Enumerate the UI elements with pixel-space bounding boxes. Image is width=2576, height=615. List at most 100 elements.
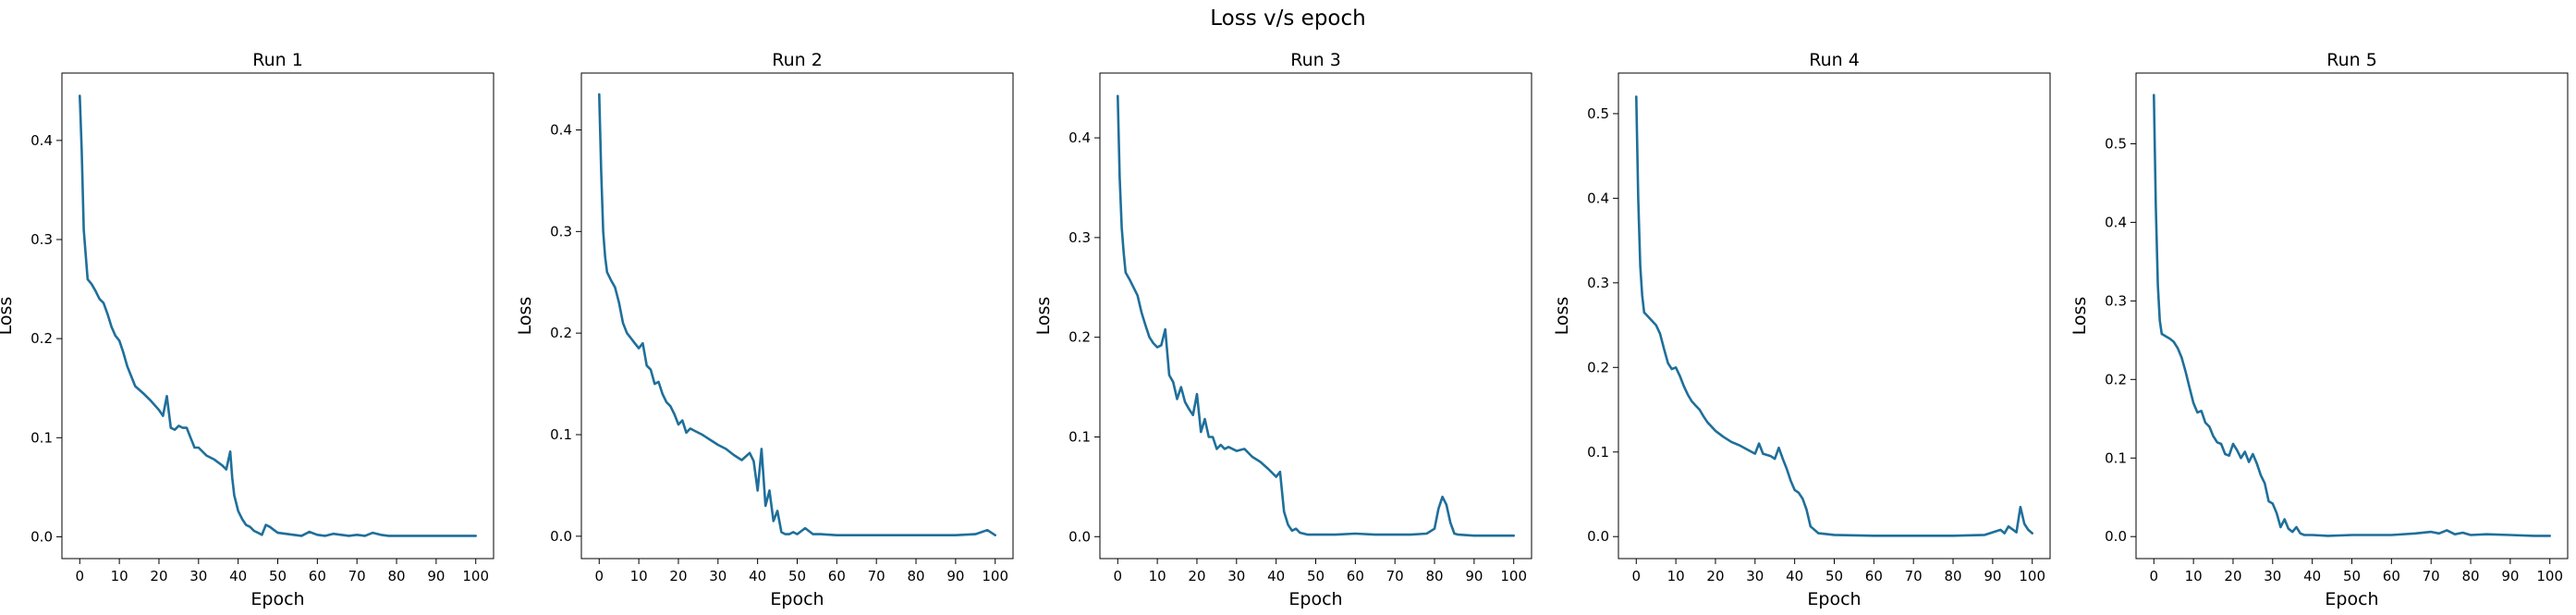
x-tick-label: 80 [2461, 568, 2479, 584]
x-tick-label: 30 [189, 568, 207, 584]
y-tick-label: 0.2 [31, 330, 53, 347]
y-tick-label: 0.0 [1068, 528, 1091, 545]
x-tick-label: 50 [788, 568, 806, 584]
x-tick-label: 100 [1500, 568, 1527, 584]
x-tick-label: 0 [76, 568, 85, 584]
y-tick-label: 0.1 [550, 426, 572, 443]
subplot-run-5: Run 5 0 10 20 30 40 50 60 70 80 90 100 0.0 0.1 0.2 0.3 0… [2069, 50, 2569, 609]
loss-series-line [1635, 95, 2033, 537]
loss-series-line [597, 92, 996, 537]
subplot-run-4: Run 4 0 10 20 30 40 50 60 70 80 90 100 0.0 0.1 0.2 0.3 0… [1552, 50, 2051, 609]
x-tick-label: 100 [2536, 568, 2563, 584]
x-tick-label: 80 [1425, 568, 1443, 584]
x-axis-label: Epoch [1807, 589, 1861, 609]
x-tick-label: 20 [2224, 568, 2241, 584]
x-tick-label: 10 [2185, 568, 2203, 584]
x-tick-label: 60 [1347, 568, 1364, 584]
x-tick-label: 10 [111, 568, 128, 584]
x-tick-label: 70 [868, 568, 885, 584]
y-tick-label: 0.5 [1587, 105, 1609, 122]
y-tick-label: 0.2 [1587, 359, 1609, 375]
x-tick-label: 100 [2019, 568, 2045, 584]
y-tick-label: 0.2 [2105, 371, 2127, 387]
x-axis-label: Epoch [770, 589, 824, 609]
x-tick-label: 70 [348, 568, 366, 584]
x-axis-label: Epoch [250, 589, 304, 609]
x-tick-label: 10 [1667, 568, 1685, 584]
y-tick-label: 0.1 [2105, 449, 2127, 466]
y-tick-label: 0.3 [2105, 292, 2127, 309]
loss-series-line [2153, 93, 2551, 537]
x-axis-label: Epoch [1288, 589, 1342, 609]
loss-series-line [79, 94, 478, 537]
x-tick-label: 40 [1267, 568, 1285, 584]
x-tick-label: 30 [1227, 568, 1245, 584]
y-tick-label: 0.0 [2105, 528, 2127, 545]
subplot-title: Run 5 [2326, 50, 2377, 70]
x-tick-label: 50 [269, 568, 287, 584]
plot-frame [1618, 72, 2051, 560]
y-tick-label: 0.4 [1068, 129, 1091, 146]
x-tick-label: 0 [1114, 568, 1123, 584]
x-tick-label: 80 [907, 568, 924, 584]
x-tick-label: 30 [709, 568, 726, 584]
x-tick-label: 50 [1307, 568, 1325, 584]
y-axis-label: Loss [1033, 297, 1054, 336]
x-tick-label: 60 [309, 568, 326, 584]
x-tick-label: 50 [2343, 568, 2361, 584]
y-tick-label: 0.0 [31, 528, 53, 545]
x-tick-label: 90 [2501, 568, 2519, 584]
x-tick-label: 90 [946, 568, 964, 584]
y-axis-label: Loss [2069, 297, 2090, 336]
x-tick-label: 20 [1188, 568, 1205, 584]
x-tick-label: 90 [1984, 568, 2001, 584]
x-tick-label: 70 [1905, 568, 1923, 584]
x-tick-label: 70 [2423, 568, 2440, 584]
subplot-title: Run 1 [252, 50, 303, 70]
x-tick-label: 20 [150, 568, 167, 584]
y-tick-label: 0.3 [550, 223, 572, 240]
x-tick-label: 30 [1746, 568, 1764, 584]
y-tick-label: 0.1 [1587, 444, 1609, 461]
y-tick-label: 0.3 [1068, 229, 1091, 246]
x-tick-label: 20 [1706, 568, 1724, 584]
y-axis-label: Loss [0, 297, 16, 336]
subplot-title: Run 4 [1809, 50, 1860, 70]
x-tick-label: 40 [229, 568, 247, 584]
x-tick-label: 0 [595, 568, 604, 584]
y-tick-label: 0.4 [31, 132, 53, 149]
x-tick-label: 60 [2383, 568, 2400, 584]
subplot-run-2: Run 2 0 10 20 30 40 50 60 70 80 90 100 0.0 0.1 0.2 0.3 0… [515, 50, 1014, 609]
y-tick-label: 0.2 [1068, 329, 1091, 346]
y-tick-label: 0.4 [550, 122, 572, 139]
y-tick-label: 0.3 [31, 231, 53, 248]
plot-frame [61, 72, 494, 560]
subplot-run-1: Run 1 0 10 20 30 40 50 60 70 80 90 100 0.0 0.1 0.2 0.3 0… [0, 50, 494, 609]
y-tick-label: 0.5 [2105, 135, 2127, 152]
y-tick-label: 0.1 [31, 429, 53, 446]
subplot-run-3: Run 3 0 10 20 30 40 50 60 70 80 90 100 0.0 0.1 0.2 0.3 0… [1033, 50, 1532, 609]
x-tick-label: 0 [1632, 568, 1642, 584]
plot-frame [580, 72, 1014, 560]
y-tick-label: 0.4 [1587, 190, 1609, 206]
x-tick-label: 40 [1786, 568, 1803, 584]
x-tick-label: 10 [630, 568, 648, 584]
y-axis-label: Loss [1552, 297, 1572, 336]
loss-series-line [1117, 94, 1515, 537]
y-tick-label: 0.0 [550, 528, 572, 545]
plot-frame [1099, 72, 1532, 560]
x-tick-label: 70 [1386, 568, 1404, 584]
panels: Run 10 10 20 30 40 50 60 70 80 90 1000.00.10.20.30… [0, 50, 2569, 609]
x-tick-label: 100 [982, 568, 1008, 584]
x-tick-label: 80 [1944, 568, 1961, 584]
x-tick-label: 60 [828, 568, 846, 584]
y-tick-label: 0.2 [550, 325, 572, 341]
figure-suptitle: Loss v/s epoch [1210, 6, 1365, 31]
x-tick-label: 0 [2150, 568, 2159, 584]
x-tick-label: 40 [749, 568, 766, 584]
x-tick-label: 10 [1149, 568, 1166, 584]
subplot-title: Run 2 [772, 50, 823, 70]
y-tick-label: 0.4 [2105, 214, 2127, 230]
x-tick-label: 50 [1825, 568, 1843, 584]
